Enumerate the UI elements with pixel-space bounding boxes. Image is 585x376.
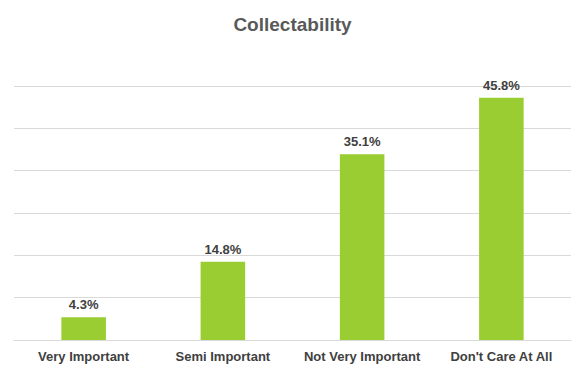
svg-text:45.8%: 45.8% [483,78,520,93]
svg-text:Not Very Important: Not Very Important [304,349,421,364]
svg-text:35.1%: 35.1% [344,134,381,149]
svg-text:Collectability: Collectability [233,14,352,35]
svg-text:14.8%: 14.8% [204,242,241,257]
svg-text:Very Important: Very Important [38,349,130,364]
svg-text:Semi Important: Semi Important [176,349,271,364]
svg-text:Don't Care At All: Don't Care At All [450,349,552,364]
svg-text:4.3%: 4.3% [69,297,99,312]
